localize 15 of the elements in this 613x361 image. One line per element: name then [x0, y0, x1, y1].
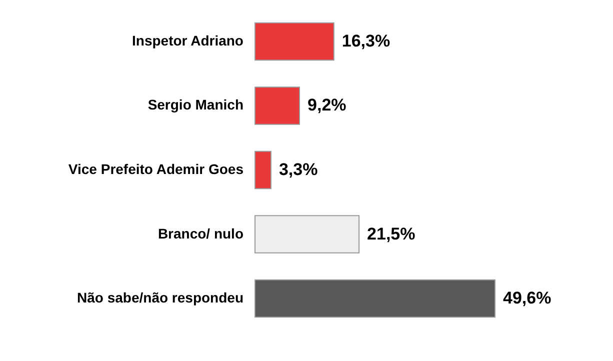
y-tick-label: Sergio Manich [148, 96, 244, 113]
bar [254, 279, 496, 318]
y-tick-label: Vice Prefeito Ademir Goes [68, 161, 244, 177]
data-label: 9,2% [308, 96, 346, 115]
bar [254, 150, 272, 190]
data-label: 49,6% [503, 288, 552, 308]
data-label: 16,3% [342, 31, 390, 50]
data-label: 21,5% [367, 224, 416, 244]
data-label: 3,3% [278, 160, 318, 179]
bar [254, 86, 300, 125]
bar [254, 215, 360, 254]
bar [254, 22, 334, 61]
y-tick-label: Não sabe/não respondeu [77, 290, 244, 306]
y-tick-label: Inspetor Adriano [132, 32, 244, 48]
y-tick-label: Branco/ nulo [158, 225, 244, 242]
